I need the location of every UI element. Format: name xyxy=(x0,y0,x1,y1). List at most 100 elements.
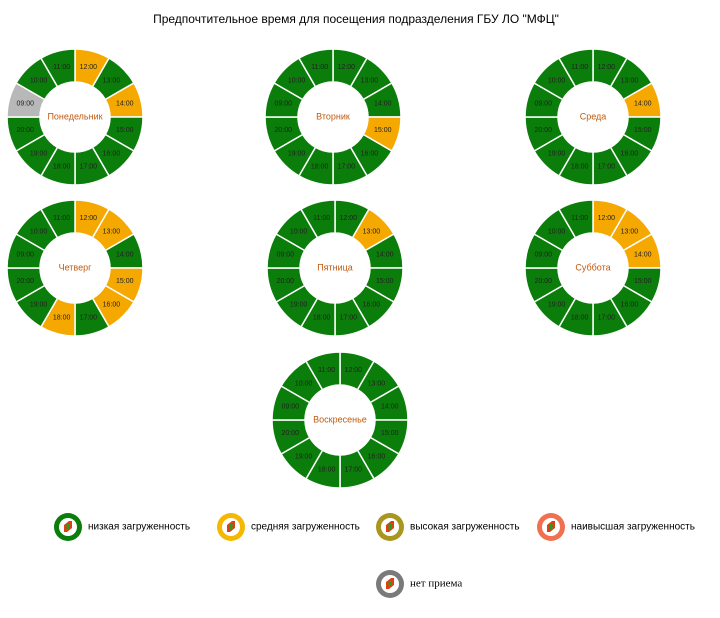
day-name: Среда xyxy=(580,111,607,121)
time-label: 17:00 xyxy=(598,164,616,171)
legend-item: высокая загруженность xyxy=(376,513,520,541)
day-name: Пятница xyxy=(317,262,353,272)
time-label: 18:00 xyxy=(311,164,329,171)
donut: 12:00 13:00 14:00 15:00 16:00 17:00 18:00 19:00… xyxy=(264,48,402,186)
time-label: 17:00 xyxy=(338,164,356,171)
time-label: 20:00 xyxy=(534,127,552,134)
legend-item: средняя загруженность xyxy=(217,513,360,541)
legend-item: наивысшая загруженность xyxy=(537,513,695,541)
legend-item: низкая загруженность xyxy=(54,513,190,541)
donut: 12:00 13:00 14:00 15:00 16:00 17:00 18:00 19:00… xyxy=(266,199,404,337)
time-label: 18:00 xyxy=(571,164,589,171)
time-label: 11:00 xyxy=(53,64,70,71)
time-label: 09:00 xyxy=(534,252,552,259)
title: Предпочтительное время для посещения под… xyxy=(153,12,559,26)
time-label: 10:00 xyxy=(30,228,48,235)
time-label: 20:00 xyxy=(274,127,292,134)
time-label: 11:00 xyxy=(53,215,70,222)
time-label: 16:00 xyxy=(621,150,639,157)
time-label: 16:00 xyxy=(368,453,386,460)
time-label: 19:00 xyxy=(30,150,48,157)
legend-icon-logo-core xyxy=(549,524,553,529)
legend-icon-logo-core xyxy=(229,524,233,529)
time-segment xyxy=(39,48,76,88)
time-label: 11:00 xyxy=(571,215,588,222)
time-label: 18:00 xyxy=(53,164,71,171)
time-label: 16:00 xyxy=(103,301,121,308)
time-label: 14:00 xyxy=(116,101,134,108)
time-label: 19:00 xyxy=(290,301,308,308)
time-label: 16:00 xyxy=(103,150,121,157)
time-label: 18:00 xyxy=(53,315,71,322)
time-label: 11:00 xyxy=(311,64,328,71)
time-label: 11:00 xyxy=(571,64,588,71)
donut: 12:00 13:00 14:00 15:00 16:00 17:00 18:00 19:00… xyxy=(524,199,662,337)
time-label: 15:00 xyxy=(116,127,134,134)
time-label: 17:00 xyxy=(80,164,98,171)
time-label: 13:00 xyxy=(363,228,381,235)
donut: 12:00 13:00 14:00 15:00 16:00 17:00 18:00 19:00… xyxy=(6,48,144,186)
time-label: 10:00 xyxy=(548,77,566,84)
time-label: 19:00 xyxy=(288,150,306,157)
legend-label: средняя загруженность xyxy=(251,522,360,533)
time-label: 18:00 xyxy=(313,315,331,322)
day-name: Воскресенье xyxy=(313,414,367,424)
time-label: 09:00 xyxy=(276,252,294,259)
time-label: 18:00 xyxy=(571,315,589,322)
time-label: 19:00 xyxy=(548,150,566,157)
time-label: 14:00 xyxy=(634,101,652,108)
time-label: 12:00 xyxy=(80,64,98,71)
time-label: 14:00 xyxy=(634,252,652,259)
time-label: 10:00 xyxy=(30,77,48,84)
time-label: 19:00 xyxy=(548,301,566,308)
time-label: 15:00 xyxy=(374,127,392,134)
time-label: 13:00 xyxy=(361,77,379,84)
time-label: 15:00 xyxy=(116,278,134,285)
time-label: 11:00 xyxy=(313,215,330,222)
time-label: 16:00 xyxy=(621,301,639,308)
time-label: 20:00 xyxy=(534,278,552,285)
time-label: 12:00 xyxy=(340,215,358,222)
time-label: 20:00 xyxy=(276,278,294,285)
time-label: 10:00 xyxy=(288,77,306,84)
legend-label: высокая загруженность xyxy=(410,522,520,533)
time-label: 14:00 xyxy=(374,101,392,108)
legend-label: наивысшая загруженность xyxy=(571,522,695,533)
time-label: 12:00 xyxy=(338,64,356,71)
time-segment xyxy=(304,351,341,391)
time-label: 17:00 xyxy=(80,315,98,322)
time-label: 20:00 xyxy=(16,127,34,134)
time-label: 17:00 xyxy=(340,315,358,322)
day-name: Суббота xyxy=(575,262,610,272)
time-label: 16:00 xyxy=(363,301,381,308)
donut: 12:00 13:00 14:00 15:00 16:00 17:00 18:00 19:00… xyxy=(271,351,409,489)
time-label: 15:00 xyxy=(634,278,652,285)
time-label: 13:00 xyxy=(368,380,386,387)
time-label: 15:00 xyxy=(634,127,652,134)
time-label: 14:00 xyxy=(116,252,134,259)
time-label: 18:00 xyxy=(318,467,336,474)
time-segment xyxy=(297,48,334,88)
time-label: 20:00 xyxy=(16,278,34,285)
time-label: 12:00 xyxy=(345,367,363,374)
time-label: 17:00 xyxy=(345,467,363,474)
legend-item: нет приема xyxy=(376,570,462,598)
time-label: 20:00 xyxy=(281,430,299,437)
time-label: 13:00 xyxy=(103,77,121,84)
time-segment xyxy=(39,199,76,239)
time-label: 13:00 xyxy=(621,77,639,84)
time-label: 09:00 xyxy=(534,101,552,108)
time-label: 09:00 xyxy=(16,101,34,108)
legend-label: нет приема xyxy=(410,578,462,590)
time-segment xyxy=(557,48,594,88)
time-label: 15:00 xyxy=(376,278,394,285)
time-label: 14:00 xyxy=(376,252,394,259)
time-label: 13:00 xyxy=(103,228,121,235)
time-label: 11:00 xyxy=(318,367,335,374)
time-label: 19:00 xyxy=(295,453,313,460)
legend-icon-logo-core xyxy=(66,524,70,529)
time-label: 14:00 xyxy=(381,404,399,411)
time-segment xyxy=(557,199,594,239)
day-name: Вторник xyxy=(316,111,350,121)
